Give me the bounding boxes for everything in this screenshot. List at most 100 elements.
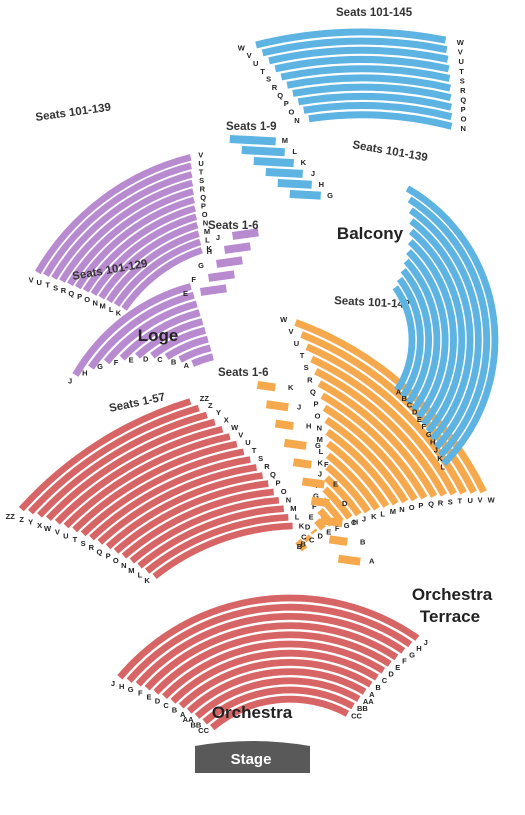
orchestra-row[interactable] [186,668,367,714]
loge-row[interactable] [90,213,198,296]
loge-row[interactable] [75,196,195,290]
orchestra-terrace-row[interactable] [314,518,327,531]
orchestra-terrace-row[interactable] [324,475,362,517]
loge-row[interactable] [178,344,212,363]
loge-row[interactable] [113,238,202,307]
orchestra-row[interactable] [194,677,361,719]
orchestra-terrace-row[interactable] [301,477,325,489]
orchestra-row[interactable] [46,418,216,521]
orchestra-terrace-row[interactable] [283,438,307,450]
orchestra-row[interactable] [72,440,238,533]
orchestra-row[interactable] [97,464,258,545]
balcony-row[interactable] [407,239,457,427]
loge-row[interactable] [216,256,243,268]
orchestra-terrace-row[interactable] [322,486,353,520]
orchestra-row[interactable] [63,433,231,529]
orchestra-terrace-row[interactable] [328,535,348,546]
orchestra-terrace-row[interactable] [310,496,330,508]
balcony-row[interactable] [277,179,312,189]
loge-row[interactable] [103,300,198,365]
balcony-row[interactable] [253,156,294,168]
balcony-row[interactable] [403,258,441,412]
balcony-row[interactable] [408,207,482,450]
loge-row[interactable] [191,353,214,367]
orchestra-row[interactable] [54,426,224,525]
orchestra-terrace-row[interactable] [325,452,380,511]
orchestra-row[interactable] [129,497,280,564]
orchestra-terrace-row[interactable] [274,419,294,431]
row-label: R [438,498,444,507]
balcony-row[interactable] [255,28,447,49]
balcony-row[interactable] [409,218,474,442]
orchestra-terrace-row[interactable] [314,368,447,497]
orchestra-terrace-row[interactable] [325,464,371,514]
loge-row[interactable] [59,179,194,283]
orchestra-row[interactable] [121,488,274,559]
balcony-row[interactable] [396,276,424,399]
loge-row[interactable] [106,230,200,304]
loge-row[interactable] [72,283,192,377]
orchestra-row[interactable] [202,686,355,725]
orchestra-terrace-row[interactable] [337,554,361,566]
loge-row[interactable] [119,309,201,361]
row-label: U [245,438,250,447]
balcony-row[interactable] [400,268,433,405]
loge-row[interactable] [98,222,199,300]
orchestra-row[interactable] [37,411,208,518]
loge-row[interactable] [82,205,196,293]
orchestra-row[interactable] [113,480,269,554]
orchestra-terrace-row[interactable] [325,440,390,508]
orchestra-row[interactable] [210,695,350,731]
orchestra-row[interactable] [137,505,284,569]
loge-row[interactable] [200,284,227,296]
orchestra-terrace-row[interactable] [319,516,343,528]
orchestra-terrace-row[interactable] [317,380,438,498]
balcony-row[interactable] [268,46,449,65]
balcony-row[interactable] [405,185,499,467]
balcony-row[interactable] [392,285,416,392]
orchestra-terrace-row[interactable] [325,428,399,506]
loge-row[interactable] [67,188,194,286]
orchestra-terrace-row[interactable] [265,400,289,412]
balcony-row[interactable] [280,65,451,82]
loge-row[interactable] [88,291,195,370]
loge-row[interactable] [207,270,235,282]
loge-row[interactable] [121,247,203,311]
orchestra-terrace-row[interactable] [310,528,318,535]
balcony-row[interactable] [241,145,285,157]
balcony-row[interactable] [274,56,450,73]
orchestra-row[interactable] [152,522,293,579]
orchestra-row[interactable] [89,456,251,541]
row-label: N [317,423,322,432]
balcony-row[interactable] [292,83,452,101]
orchestra-row[interactable] [80,448,245,537]
orchestra-terrace-row[interactable] [303,534,312,543]
balcony-row[interactable] [297,92,452,111]
orchestra-row[interactable] [18,398,192,512]
orchestra-terrace-row[interactable] [292,458,312,469]
balcony-row[interactable] [407,196,491,458]
loge-row[interactable] [164,335,209,360]
balcony-row[interactable] [229,135,276,146]
orchestra-row[interactable] [28,404,200,515]
balcony-row[interactable] [406,249,449,419]
balcony-row[interactable] [303,102,453,121]
balcony-row[interactable] [265,167,303,178]
loge-row[interactable] [232,228,259,240]
loge-row[interactable] [224,242,251,254]
orchestra-row[interactable] [145,514,289,574]
orchestra-terrace-row[interactable] [324,416,409,504]
orchestra-terrace-row[interactable] [295,538,308,552]
loge-row[interactable] [135,318,204,359]
orchestra-terrace-row[interactable] [256,380,276,392]
orchestra-terrace-row[interactable] [322,404,418,502]
balcony-row[interactable] [286,74,452,92]
loge-row[interactable] [150,326,206,359]
balcony-row[interactable] [289,190,321,200]
orchestra-row[interactable] [178,659,373,709]
balcony-row[interactable] [409,228,466,434]
balcony-row[interactable] [261,37,448,57]
orchestra-terrace-row[interactable] [320,392,428,500]
balcony-row[interactable] [308,111,453,130]
orchestra-row[interactable] [105,472,263,550]
